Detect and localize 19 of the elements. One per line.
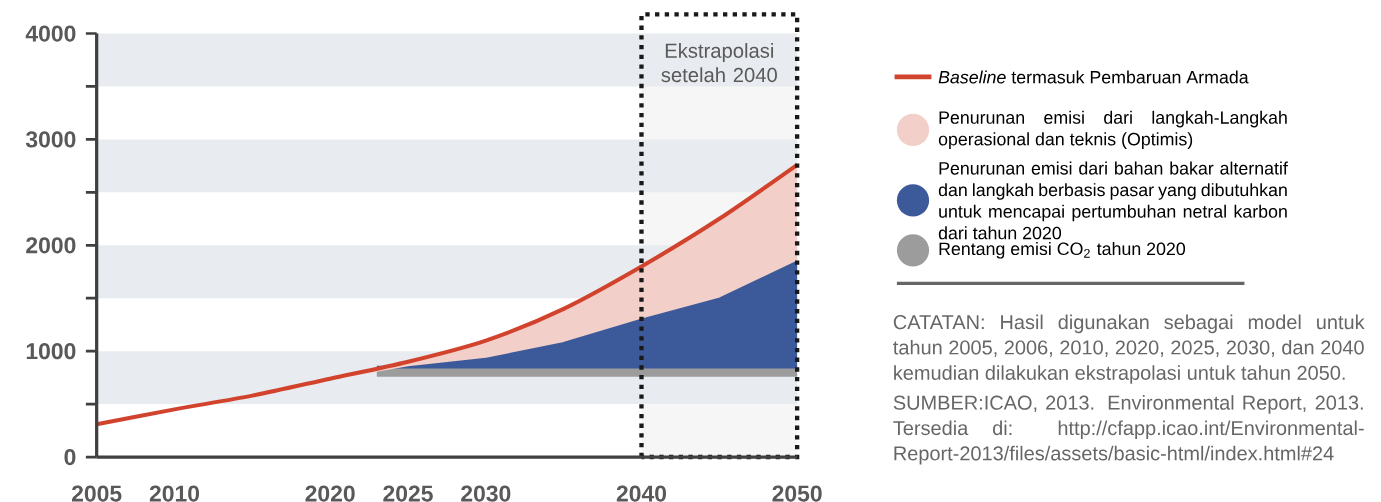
legend-label: Baseline termasuk Pembaruan Armada xyxy=(938,70,1249,84)
y-tick-label: 4000 xyxy=(25,25,76,42)
y-tick-label: 2000 xyxy=(26,237,76,254)
band-label: Ekstrapolasi setelah 2040 xyxy=(661,43,777,83)
y-tick-label: 0 xyxy=(64,448,76,466)
legend-label: Penurunan emisi dari langkah-Langkah operasional dan teknis (Optimis) xyxy=(938,110,1287,149)
x-tick-label: 2030 xyxy=(461,485,511,502)
legend-label: Penurunan emisi dari bahan bakar alternatif dan langkah berbasis pasar yang dibutuhkan untuk mencapai pertumbuhan netral karbon dari tahun 2020 xyxy=(938,161,1288,240)
x-tick-label: 2040 xyxy=(616,485,667,502)
y-tick-label: 3000 xyxy=(25,131,76,148)
x-tick-label: 2020 xyxy=(305,485,355,502)
x-tick-label: 2005 xyxy=(71,485,122,502)
x-tick-label: 2050 xyxy=(772,485,822,502)
x-tick-label: 2010 xyxy=(149,485,200,502)
text: CATATAN: Hasil digunakan sebagai model untuk tahun 2005, 2006, 2010, 2020, 2025, 2030, dan 2040 kemudian dilakukan ekstrapolasi untuk tahun 2050. xyxy=(893,314,1365,384)
x-tick-label: 2025 xyxy=(383,485,433,502)
legend-label: Rentang emisi CO$_{2}$ tahun 2020 xyxy=(939,242,1186,259)
text: SUMBER:ICAO, 2013. Environmental Report, 2013. Tersedia di: http://cfapp.icao.int/Environmental-Report-2013/files/assets/basic-html/index.html#24 xyxy=(893,395,1364,465)
y-tick-label: 1000 xyxy=(26,343,76,360)
